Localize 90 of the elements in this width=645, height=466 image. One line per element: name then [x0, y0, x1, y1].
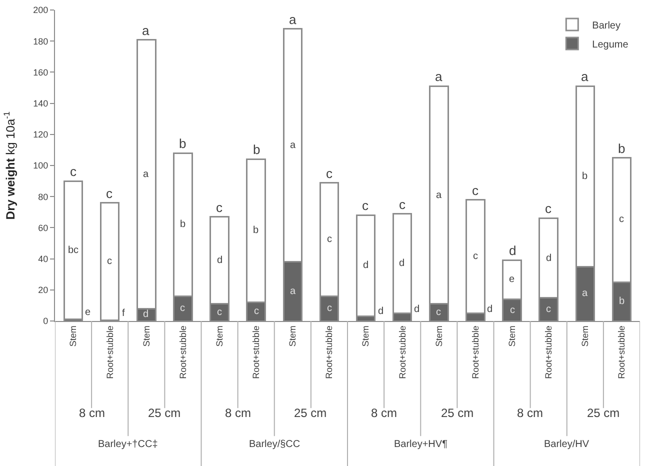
- text: Barley/HV: [544, 439, 590, 450]
- total-label: c: [472, 183, 479, 198]
- x-tick-label: Stem: [68, 326, 78, 347]
- y-tick-label: 160: [33, 67, 48, 78]
- text: 25 cm: [294, 406, 327, 420]
- total-label: b: [179, 136, 186, 151]
- data-label: d: [378, 306, 384, 317]
- data-label: d: [487, 304, 493, 315]
- bar: [356, 214, 376, 318]
- y-tick-label: 60: [38, 222, 48, 233]
- total-label: c: [326, 166, 333, 181]
- total-label: a: [435, 69, 443, 84]
- total-label: c: [362, 198, 369, 213]
- data-label: a: [290, 286, 296, 297]
- x-tick-label: Root+stubble: [470, 326, 480, 379]
- x-tick-label: Root+stubble: [324, 326, 334, 379]
- x-tick-label: Root+stubble: [251, 326, 262, 379]
- data-label: a: [290, 140, 296, 151]
- y-tick-label: 20: [38, 285, 48, 296]
- data-label: c: [254, 306, 259, 317]
- data-label: d: [217, 255, 223, 266]
- x-tick-label: Root+stubble: [104, 326, 115, 379]
- data-label: d: [399, 258, 405, 269]
- data-label: c: [436, 307, 441, 318]
- y-tick-label: 80: [38, 192, 48, 202]
- y-tick-label: 120: [33, 130, 48, 140]
- data-label: d: [363, 260, 369, 271]
- data-label: e: [509, 274, 515, 285]
- y-tick-label: 200: [33, 5, 48, 16]
- x-tick-label: Stem: [141, 326, 152, 347]
- data-label: c: [473, 251, 478, 262]
- text: 25 cm: [148, 406, 181, 420]
- data-label: a: [582, 288, 588, 299]
- data-label: c: [546, 304, 551, 315]
- total-label: c: [106, 186, 113, 201]
- total-label: c: [399, 197, 406, 212]
- total-label: a: [581, 69, 589, 84]
- total-label: c: [70, 164, 77, 179]
- text: Barley+HV¶: [394, 439, 448, 450]
- text: 8 cm: [371, 406, 398, 420]
- text: 25 cm: [441, 406, 474, 420]
- data-label: b: [180, 219, 186, 230]
- x-tick-label: Stem: [580, 326, 590, 347]
- data-label: a: [143, 169, 149, 180]
- x-tick-label: Root+stubble: [178, 326, 188, 379]
- y-tick-label: 180: [33, 36, 48, 46]
- legend-label: Legume: [592, 39, 629, 50]
- data-label: c: [510, 305, 515, 316]
- data-label: c: [327, 303, 332, 314]
- text: Barley/§CC: [249, 439, 300, 450]
- x-tick-label: Root+stubble: [616, 326, 627, 379]
- x-tick-label: Stem: [360, 326, 371, 347]
- x-tick-label: Stem: [214, 326, 224, 347]
- data-label: d: [546, 253, 552, 264]
- total-label: b: [618, 141, 626, 156]
- legend-label: Barley: [592, 20, 621, 32]
- data-label: f: [122, 308, 125, 319]
- total-label: c: [545, 201, 552, 216]
- data-label: c: [180, 303, 185, 314]
- data-label: c: [217, 307, 222, 318]
- text: 8 cm: [225, 406, 252, 420]
- y-tick-label: 140: [33, 98, 48, 108]
- x-tick-label: Stem: [434, 326, 444, 347]
- y-tick-label: 0: [43, 316, 48, 326]
- x-tick-label: Root+stubble: [544, 326, 554, 379]
- text: 25 cm: [587, 406, 620, 420]
- data-label: c: [619, 214, 624, 225]
- text: 8 cm: [517, 406, 544, 420]
- data-label: c: [107, 256, 112, 267]
- data-label: b: [619, 296, 625, 307]
- x-tick-label: Stem: [288, 326, 298, 347]
- y-tick-label: 100: [33, 160, 48, 171]
- text: Barley+†CC‡: [98, 439, 158, 450]
- x-tick-label: Root+stubble: [397, 326, 408, 379]
- data-label: bc: [68, 245, 79, 256]
- total-label: b: [253, 142, 260, 157]
- data-label: a: [436, 190, 442, 201]
- data-label: d: [414, 304, 420, 315]
- total-label: d: [509, 243, 516, 258]
- data-label: b: [253, 225, 259, 236]
- y-tick-label: 40: [38, 254, 48, 264]
- total-label: c: [216, 200, 223, 215]
- data-label: d: [143, 309, 149, 320]
- total-label: a: [142, 23, 150, 38]
- x-tick-label: Stem: [506, 326, 517, 347]
- data-label: c: [327, 234, 332, 245]
- data-label: e: [85, 307, 91, 318]
- total-label: a: [289, 12, 297, 27]
- data-label: b: [582, 171, 588, 182]
- text: 8 cm: [79, 406, 106, 420]
